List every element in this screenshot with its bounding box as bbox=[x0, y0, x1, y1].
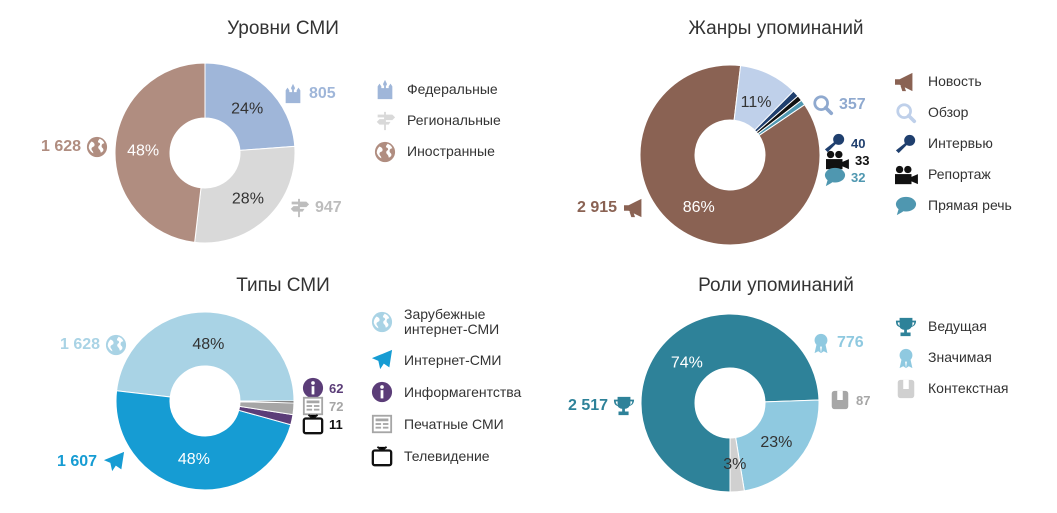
legend-mention-genres: Новость Обзор Интервью Репортаж Прямая р… bbox=[893, 66, 1012, 221]
slice-newspaper bbox=[239, 401, 295, 416]
legend-item-news: Новость bbox=[893, 66, 1012, 97]
pct-label: 74% bbox=[671, 354, 703, 371]
info-icon bbox=[302, 377, 324, 399]
callout-print: 72 bbox=[302, 395, 343, 417]
callout-news: 2 915 bbox=[577, 197, 648, 219]
callout-report: 33 bbox=[824, 149, 869, 171]
callout-leading: 2 517 bbox=[568, 395, 635, 417]
info-icon bbox=[369, 379, 395, 405]
legend-item-direct-speech: Прямая речь bbox=[893, 190, 1012, 221]
legend-item-review: Обзор bbox=[893, 97, 1012, 128]
legend-item-tv: Телевидение bbox=[369, 440, 521, 472]
camera-icon bbox=[824, 149, 850, 171]
callout-significant: 776 bbox=[810, 332, 864, 354]
legend-item-regional: Региональные bbox=[372, 105, 501, 136]
globe-icon bbox=[372, 139, 398, 165]
callout-tv: 11 bbox=[302, 413, 343, 435]
globe-icon bbox=[86, 136, 108, 158]
slice-tv bbox=[239, 400, 295, 404]
paper-plane-icon bbox=[102, 451, 126, 473]
kremlin-icon bbox=[372, 77, 398, 103]
legend-mention-roles: Ведущая Значимая Контекстная bbox=[893, 311, 1009, 404]
medal-icon bbox=[810, 332, 832, 354]
slice-kremlin bbox=[204, 62, 296, 151]
callout-direct-speech: 32 bbox=[824, 166, 865, 188]
slice-megaphone bbox=[639, 64, 821, 246]
callout-foreign-internet: 1 628 bbox=[60, 334, 127, 356]
legend-item-print: Печатные СМИ bbox=[369, 408, 521, 440]
pct-label: 86% bbox=[683, 199, 715, 216]
globe-icon bbox=[105, 334, 127, 356]
slice-tag bbox=[729, 436, 745, 493]
slice-paper-plane bbox=[115, 390, 292, 491]
paper-plane-icon bbox=[369, 347, 395, 373]
callout-regional: 947 bbox=[288, 197, 342, 219]
newspaper-icon bbox=[369, 411, 395, 437]
slice-magnifier bbox=[733, 65, 795, 131]
camera-icon bbox=[893, 162, 919, 188]
slice-camera bbox=[755, 95, 803, 135]
speech-bubble-icon bbox=[893, 193, 919, 219]
callout-internet: 1 607 bbox=[57, 451, 126, 473]
tv-icon bbox=[302, 413, 324, 435]
legend-item-agencies: Информагентства bbox=[369, 376, 521, 408]
megaphone-icon bbox=[893, 69, 919, 95]
callout-federal: 805 bbox=[282, 83, 336, 105]
slice-medal bbox=[735, 399, 820, 492]
pct-label: 24% bbox=[231, 101, 263, 118]
callout-contextual: 87 bbox=[829, 389, 870, 411]
slice-trophy bbox=[640, 313, 820, 493]
microphone-icon bbox=[893, 131, 919, 157]
chart-title-mention-genres: Жанры упоминаний bbox=[688, 18, 864, 39]
legend-item-federal: Федеральные bbox=[372, 74, 501, 105]
magnifier-icon bbox=[812, 94, 834, 116]
newspaper-icon bbox=[302, 395, 324, 417]
speech-bubble-icon bbox=[824, 166, 846, 188]
globe-icon bbox=[369, 309, 395, 335]
signpost-icon bbox=[372, 108, 398, 134]
medal-icon bbox=[893, 345, 919, 371]
slice-microphone bbox=[753, 90, 799, 133]
magnifier-icon bbox=[893, 100, 919, 126]
slice-speech-bubble bbox=[757, 99, 806, 137]
microphone-icon bbox=[824, 132, 846, 154]
legend-item-foreign: Иностранные bbox=[372, 136, 501, 167]
pct-label: 48% bbox=[178, 451, 210, 468]
tag-icon bbox=[893, 376, 919, 402]
pct-label: 23% bbox=[760, 434, 792, 451]
legend-item-internet: Интернет-СМИ bbox=[369, 344, 521, 376]
legend-item-leading: Ведущая bbox=[893, 311, 1009, 342]
slice-globe bbox=[116, 311, 295, 402]
pct-label: 48% bbox=[127, 142, 159, 159]
signpost-icon bbox=[288, 197, 310, 219]
legend-media-types: Зарубежные интернет-СМИ Интернет-СМИ Инфо… bbox=[369, 300, 521, 472]
legend-item-significant: Значимая bbox=[893, 342, 1009, 373]
trophy-icon bbox=[613, 395, 635, 417]
tag-icon bbox=[829, 389, 851, 411]
legend-media-levels: Федеральные Региональные Иностранные bbox=[372, 74, 501, 167]
callout-interview: 40 bbox=[824, 132, 865, 154]
pct-label: 3% bbox=[723, 456, 746, 473]
legend-item-contextual: Контекстная bbox=[893, 373, 1009, 404]
chart-title-mention-roles: Роли упоминаний bbox=[698, 275, 854, 296]
megaphone-icon bbox=[622, 197, 648, 219]
slice-signpost bbox=[194, 145, 296, 244]
chart-title-media-types: Типы СМИ bbox=[236, 275, 330, 296]
callout-agencies: 62 bbox=[302, 377, 343, 399]
pct-label: 11% bbox=[741, 94, 772, 111]
legend-item-foreign-internet: Зарубежные интернет-СМИ bbox=[369, 300, 521, 344]
callout-review: 357 bbox=[812, 94, 866, 116]
slice-info bbox=[238, 405, 294, 426]
slice-globe bbox=[114, 62, 206, 243]
tv-icon bbox=[369, 443, 395, 469]
pct-label: 48% bbox=[192, 336, 224, 353]
callout-foreign: 1 628 bbox=[41, 136, 108, 158]
chart-title-media-levels: Уровни СМИ bbox=[227, 18, 339, 39]
pct-label: 28% bbox=[232, 191, 264, 208]
kremlin-icon bbox=[282, 83, 304, 105]
legend-item-report: Репортаж bbox=[893, 159, 1012, 190]
legend-item-interview: Интервью bbox=[893, 128, 1012, 159]
trophy-icon bbox=[893, 314, 919, 340]
